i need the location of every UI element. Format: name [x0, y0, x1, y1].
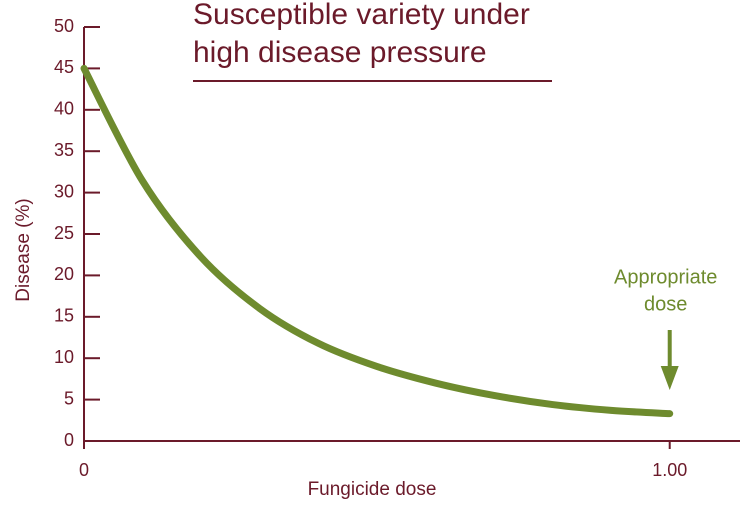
y-tick-label: 20 [54, 264, 74, 284]
x-axis-label: Fungicide dose [308, 479, 437, 500]
x-tick-label: 0 [79, 460, 89, 480]
y-tick-label: 45 [54, 57, 74, 77]
annotation-arrowhead [660, 366, 679, 390]
y-tick-label: 30 [54, 181, 74, 201]
annotation-text: dose [644, 293, 687, 315]
chart-title: high disease pressure [193, 36, 487, 69]
y-tick-label: 10 [54, 347, 74, 367]
y-tick-label: 5 [64, 388, 74, 408]
annotation-text: Appropriate [614, 266, 717, 288]
x-tick-label: 1.00 [652, 460, 687, 480]
y-tick-label: 25 [54, 223, 74, 243]
y-tick-label: 50 [54, 16, 74, 36]
y-tick-label: 15 [54, 306, 74, 326]
y-tick-label: 35 [54, 140, 74, 160]
line-series [80, 64, 674, 418]
y-tick-label: 0 [64, 430, 74, 450]
y-axis-label: Disease (%) [13, 198, 34, 301]
y-tick-label: 40 [54, 99, 74, 119]
chart-title: Susceptible variety under [193, 0, 530, 31]
